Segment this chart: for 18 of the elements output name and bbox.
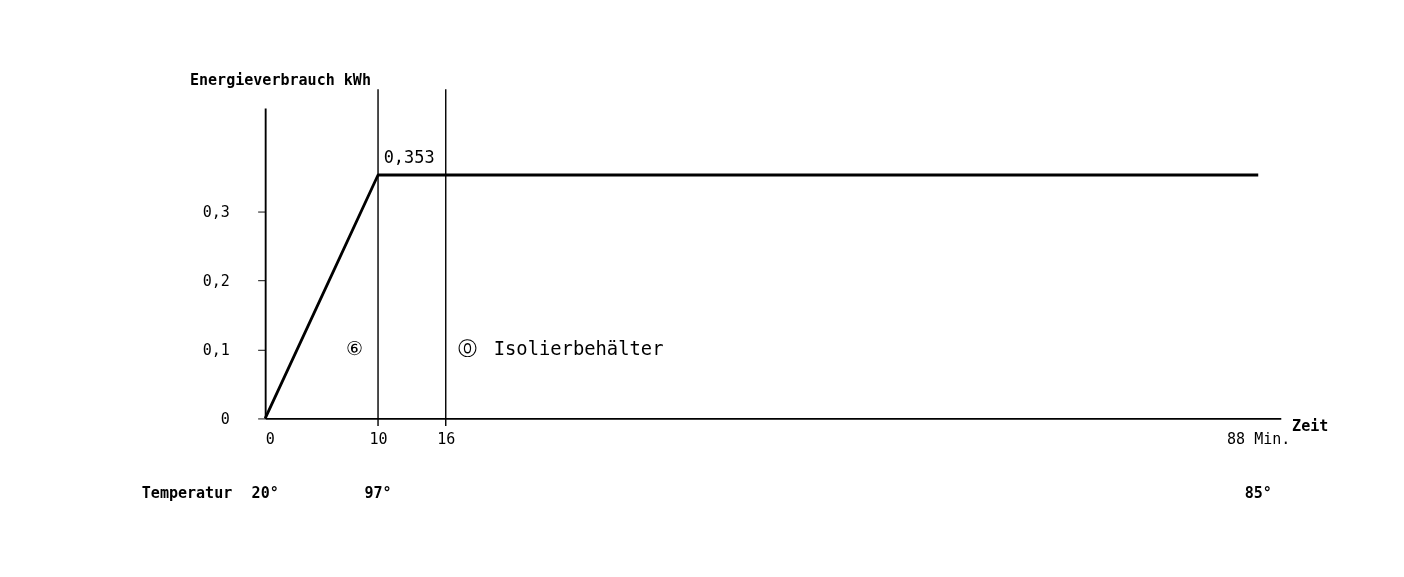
text: 20° — [251, 484, 279, 503]
y-tick-label: 0,3 — [202, 202, 230, 221]
x-axis-title: Zeit — [1292, 416, 1329, 435]
x-tick-label: 0 — [265, 430, 275, 449]
x-tick-label: 10 — [369, 430, 388, 449]
y-tick-label: 0,1 — [202, 340, 230, 359]
x-tick-label: 16 — [437, 430, 456, 449]
annotation: ⑥ — [346, 338, 364, 360]
y-tick-label: 0,2 — [202, 271, 230, 290]
y-axis-title: Energieverbrauch kWh — [189, 70, 371, 89]
text: Temperatur — [141, 484, 233, 503]
text: 97° — [364, 484, 392, 503]
annotation: 0,353 — [383, 146, 435, 167]
y-tick-label: 0 — [220, 409, 230, 428]
x-tick-label: 88 Min. — [1227, 430, 1291, 449]
text: 85° — [1244, 484, 1272, 503]
annotation: Isolierbehälter — [493, 338, 664, 360]
annotation: ⓪ — [458, 338, 478, 360]
